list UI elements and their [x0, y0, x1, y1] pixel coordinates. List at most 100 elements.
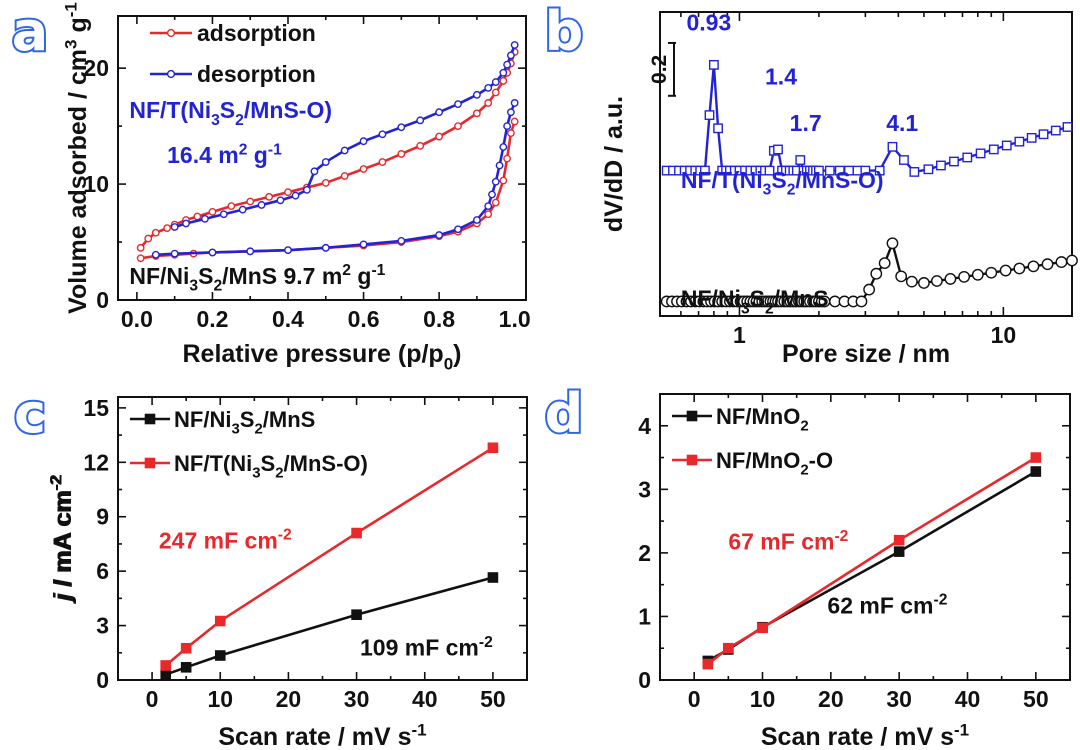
annotation-p41: 4.1 — [886, 110, 918, 136]
x-tick-label: 0.0 — [121, 306, 153, 332]
legend-label: desorption — [197, 61, 316, 87]
data-point — [246, 247, 255, 256]
data-point — [1001, 140, 1012, 151]
scale-bar-label: 0.2 — [648, 55, 671, 84]
data-point — [708, 59, 719, 70]
y-axis-label: Volume adsorbed / cm3 g-1 — [62, 2, 93, 314]
data-point — [499, 68, 508, 77]
data-point — [874, 165, 885, 176]
annotation-cdl_red: 247 mF cm-2 — [159, 527, 292, 554]
series-line — [666, 64, 1068, 174]
y-tick-label: 0 — [638, 667, 651, 693]
data-point — [219, 210, 228, 219]
data-point — [510, 41, 519, 49]
x-axis-label: Scan rate / mV s-1 — [218, 721, 426, 750]
annotation-cdl_red: 67 mF cm-2 — [728, 528, 848, 555]
series-line — [707, 456, 1037, 666]
data-point — [136, 243, 145, 252]
data-point — [200, 214, 209, 223]
data-point — [1026, 132, 1037, 143]
annotation-p093: 0.93 — [686, 10, 731, 36]
x-tick-label: 30 — [344, 686, 370, 712]
data-point — [1027, 260, 1040, 273]
data-point — [454, 225, 462, 234]
x-axis-label: Scan rate / mV s-1 — [761, 721, 969, 750]
data-point — [773, 144, 783, 155]
data-point — [435, 132, 444, 141]
data-point — [855, 295, 868, 308]
panel-b: 1 10 Pore size / nm dV/dD / a.u. 0.2 0.93 1.4 1… — [600, 10, 1078, 368]
data-point — [484, 99, 493, 107]
data-point — [944, 273, 957, 285]
data-point — [510, 117, 519, 126]
data-point — [975, 148, 986, 159]
plot-frame — [659, 393, 1071, 681]
data-point — [870, 267, 883, 280]
y-tick-label: 20 — [83, 55, 109, 81]
data-point — [257, 201, 266, 209]
data-point — [180, 642, 192, 654]
data-point — [416, 141, 425, 150]
annotation-cdl_black: 109 mF cm-2 — [360, 634, 493, 661]
annotation-sample2: NF/Ni3S2/MnS 9.7 m2 g-1 — [129, 262, 385, 295]
data-point — [503, 60, 512, 69]
data-point — [860, 165, 871, 176]
data-point — [1030, 452, 1042, 463]
y-tick-label: 15 — [83, 395, 109, 421]
data-point — [1030, 466, 1042, 477]
legend-marker — [166, 69, 176, 79]
data-point — [227, 202, 236, 211]
data-point — [887, 141, 898, 152]
data-point — [510, 99, 519, 107]
data-point — [144, 234, 153, 243]
data-point — [1055, 256, 1068, 268]
x-tick-label: 10 — [750, 686, 776, 712]
data-point — [321, 243, 330, 252]
data-point — [302, 185, 311, 194]
data-point — [246, 197, 255, 206]
series-line — [164, 446, 494, 667]
data-point — [895, 270, 908, 283]
data-point — [180, 662, 192, 673]
annotation-sample1: NF/T(Ni3S2/MnS-O) — [129, 97, 332, 129]
x-tick-label: 50 — [1023, 686, 1049, 712]
data-point — [484, 202, 493, 211]
data-point — [988, 144, 999, 155]
x-tick-label: 0 — [688, 686, 701, 712]
data-point — [359, 165, 368, 173]
y-axis-label: j / mA cm-2 — [47, 474, 78, 602]
data-point — [291, 191, 300, 200]
annotation-p14: 1.4 — [765, 64, 797, 90]
y-tick-label: 10 — [83, 171, 109, 197]
annotation-area1: 16.4 m2 g-1 — [167, 141, 282, 168]
data-point — [893, 546, 905, 557]
legend-marker — [166, 28, 176, 38]
data-point — [1050, 125, 1061, 136]
panel-c: 0 10 20 30 40 50 0 3 6 9 12 15 Scan rate / mV s-1 j /… — [47, 395, 528, 750]
data-point — [321, 179, 330, 187]
y-tick-label: 6 — [96, 558, 109, 584]
data-point — [435, 108, 444, 117]
data-point — [899, 155, 909, 165]
data-point — [359, 137, 368, 146]
data-point — [214, 650, 226, 661]
data-point — [962, 152, 973, 163]
data-point — [378, 158, 387, 166]
data-point — [905, 275, 918, 288]
legend-marker — [144, 457, 156, 469]
y-tick-label: 2 — [638, 540, 651, 566]
data-point — [824, 165, 835, 176]
data-point — [931, 275, 943, 287]
data-point — [487, 572, 499, 583]
data-point — [151, 250, 160, 259]
data-point — [484, 210, 493, 219]
data-point — [310, 167, 319, 176]
data-point — [359, 240, 368, 249]
annotation-cdl_black: 62 mF cm-2 — [827, 592, 947, 619]
data-point — [506, 108, 515, 117]
data-point — [151, 228, 160, 237]
data-point — [878, 257, 891, 270]
data-point — [700, 165, 710, 176]
data-point — [276, 196, 285, 205]
data-point — [472, 216, 481, 224]
